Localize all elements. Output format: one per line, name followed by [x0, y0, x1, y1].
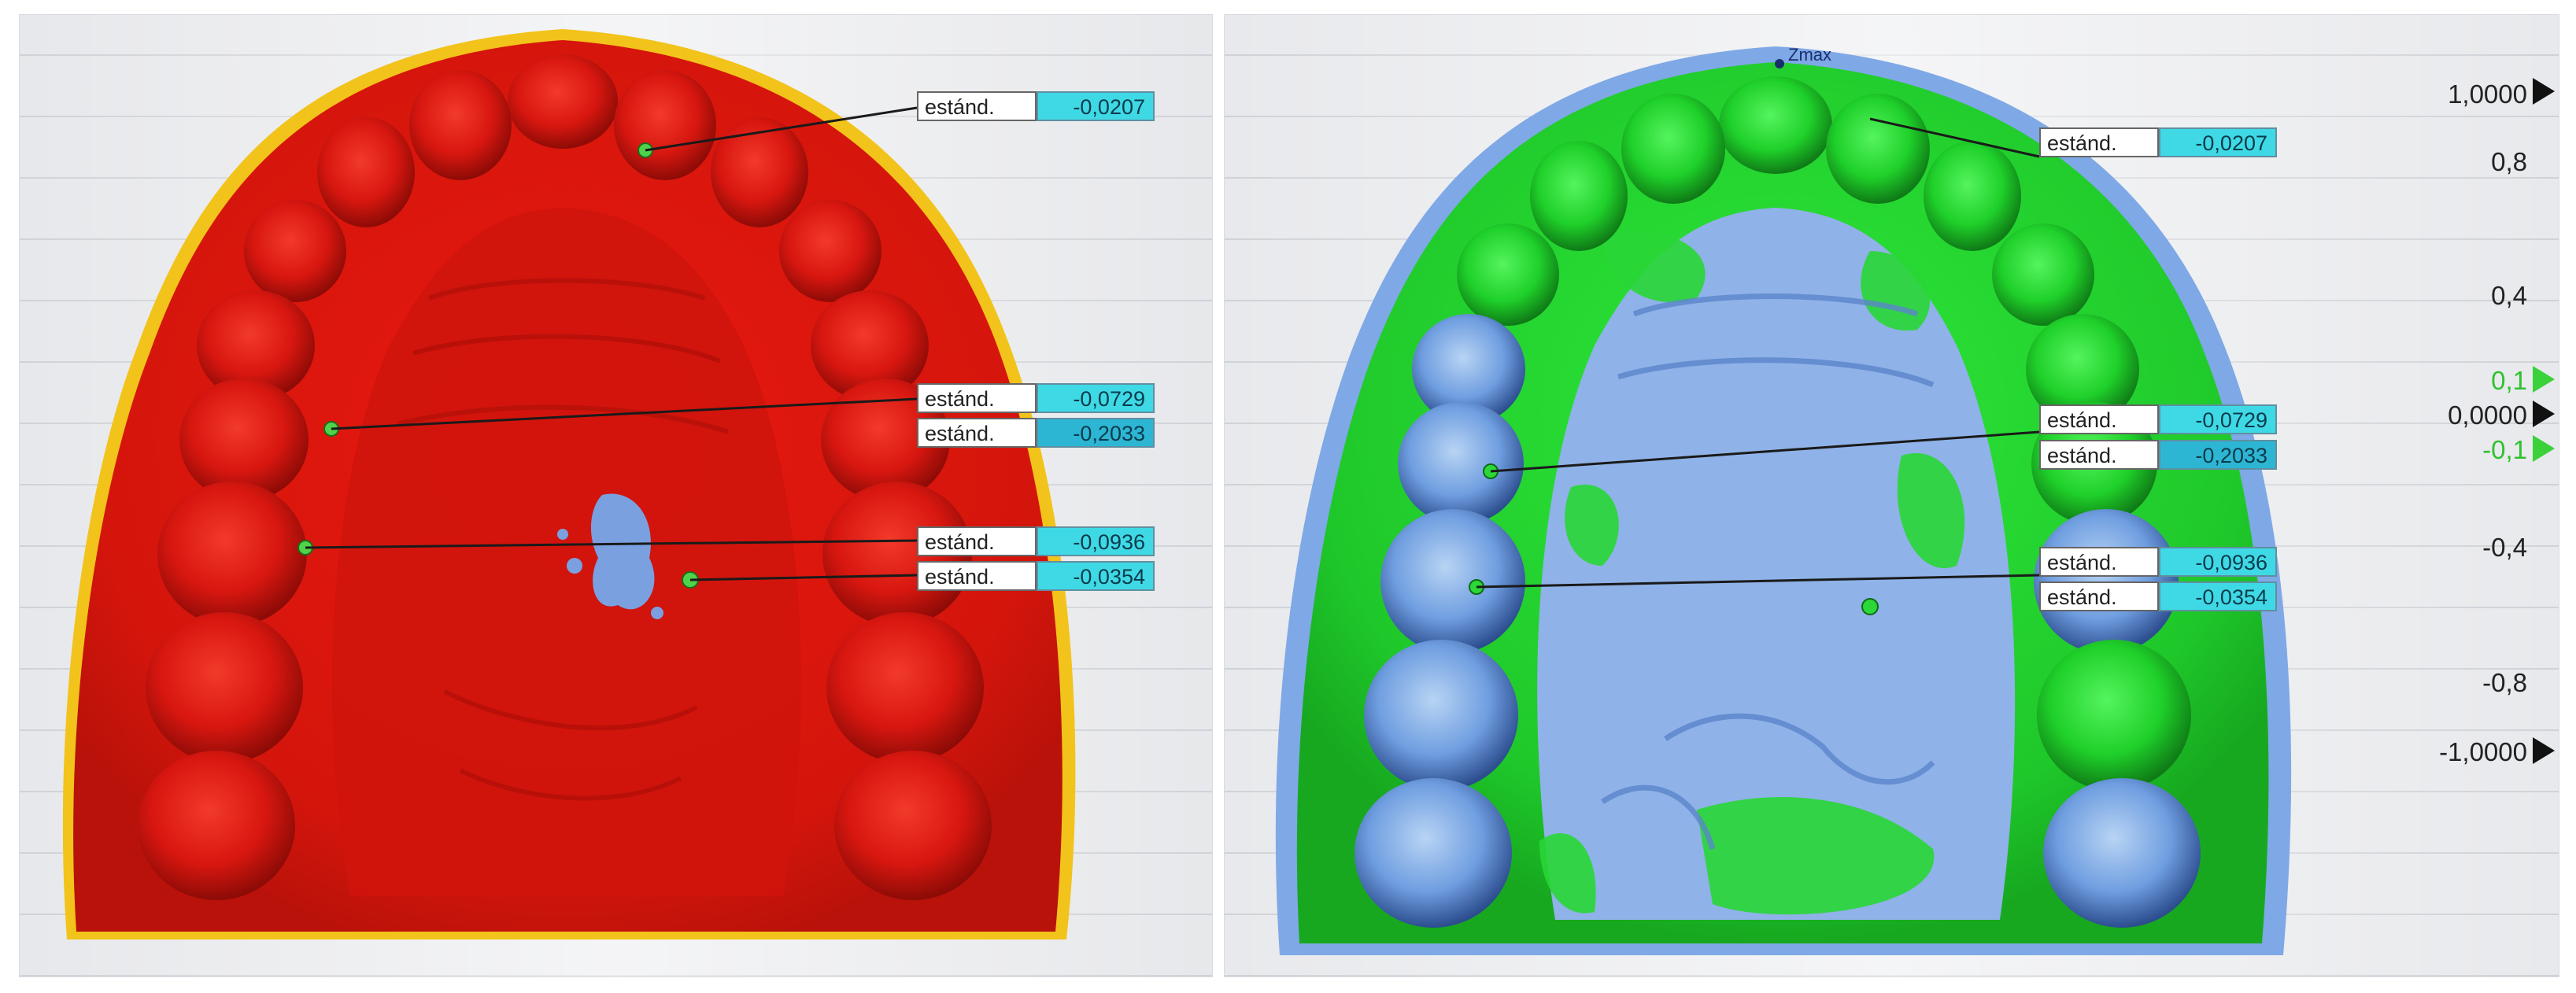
- measurement-callout[interactable]: estánd. -0,0354: [2039, 581, 2277, 611]
- scale-label-tolerance-upper: 0,1: [2491, 366, 2527, 395]
- callout-value: -0,0729: [1037, 383, 1155, 413]
- measurement-callout[interactable]: estánd. -0,0354: [917, 561, 1155, 591]
- callout-value: -0,0729: [2159, 404, 2277, 434]
- callout-value: -0,0207: [2159, 127, 2277, 157]
- callout-value: -0,0354: [1037, 561, 1155, 591]
- callout-value: -0,0936: [1037, 526, 1155, 556]
- callout-label: estánd.: [917, 91, 1037, 121]
- left-3d-viewport[interactable]: estánd. -0,0207 estánd. -0,0729 estánd. …: [19, 14, 1213, 977]
- callout-value: -0,0207: [1037, 91, 1155, 121]
- scale-label: 0,4: [2491, 281, 2527, 310]
- tolerance-lower-marker: [2533, 435, 2555, 462]
- teeth-right: [1355, 76, 2201, 928]
- min-threshold-marker: [2533, 737, 2555, 764]
- measurement-callout[interactable]: estánd. -0,0729: [917, 383, 1155, 413]
- callout-value: -0,0936: [2159, 547, 2277, 577]
- dental-arch-model-left[interactable]: [20, 15, 1212, 976]
- deviation-patch: [557, 493, 663, 619]
- callout-label: estánd.: [2039, 127, 2159, 157]
- callout-value: -0,0354: [2159, 581, 2277, 611]
- callout-leader-lines: [1476, 117, 2040, 589]
- measurement-callout[interactable]: estánd. -0,0936: [917, 526, 1155, 556]
- palate-area: [1537, 208, 2016, 920]
- palate-area: [332, 208, 801, 896]
- callout-value: -0,2033: [1037, 418, 1155, 448]
- zero-marker: [2533, 401, 2555, 427]
- measurement-callout[interactable]: estánd. -0,0207: [917, 91, 1155, 121]
- dental-arch-model-right[interactable]: Zmax: [1225, 15, 2559, 976]
- palate-green-zones: [1539, 231, 1965, 915]
- scale-label: 0,8: [2491, 147, 2527, 176]
- callout-value: -0,2033: [2159, 440, 2277, 470]
- tolerance-upper-marker: [2533, 366, 2555, 393]
- callout-label: estánd.: [917, 526, 1037, 556]
- measurement-callout[interactable]: estánd. -0,2033: [917, 418, 1155, 448]
- zmax-label: Zmax: [1788, 45, 1831, 65]
- scale-label: -0,4: [2482, 533, 2527, 562]
- max-threshold-marker: [2533, 78, 2555, 105]
- scale-label: -0,8: [2482, 668, 2527, 697]
- scale-min-label: -1,0000: [2439, 737, 2527, 766]
- callout-label: estánd.: [2039, 581, 2159, 611]
- scale-zero-label: 0,0000: [2448, 401, 2527, 430]
- palatal-rugae: [397, 278, 729, 801]
- measurement-callout[interactable]: estánd. -0,2033: [2039, 440, 2277, 470]
- callout-label: estánd.: [2039, 547, 2159, 577]
- callout-label: estánd.: [917, 561, 1037, 591]
- measurement-callout[interactable]: estánd. -0,0729: [2039, 404, 2277, 434]
- right-3d-viewport[interactable]: Zmax estánd. -0,0207 estánd. -0,0729 est…: [1224, 14, 2559, 977]
- zmax-marker: Zmax: [1775, 45, 1831, 68]
- measurement-callout[interactable]: estánd. -0,0207: [2039, 127, 2277, 157]
- scale-label-tolerance-lower: -0,1: [2482, 435, 2527, 464]
- teeth-left: [138, 54, 992, 900]
- callout-label: estánd.: [2039, 440, 2159, 470]
- callout-leader-lines: [305, 106, 918, 581]
- callout-label: estánd.: [917, 418, 1037, 448]
- scale-max-label: 1,0000: [2448, 79, 2527, 109]
- callout-label: estánd.: [917, 383, 1037, 413]
- measurement-callout[interactable]: estánd. -0,0936: [2039, 547, 2277, 577]
- palatal-rugae: [1601, 293, 1935, 850]
- callout-label: estánd.: [2039, 404, 2159, 434]
